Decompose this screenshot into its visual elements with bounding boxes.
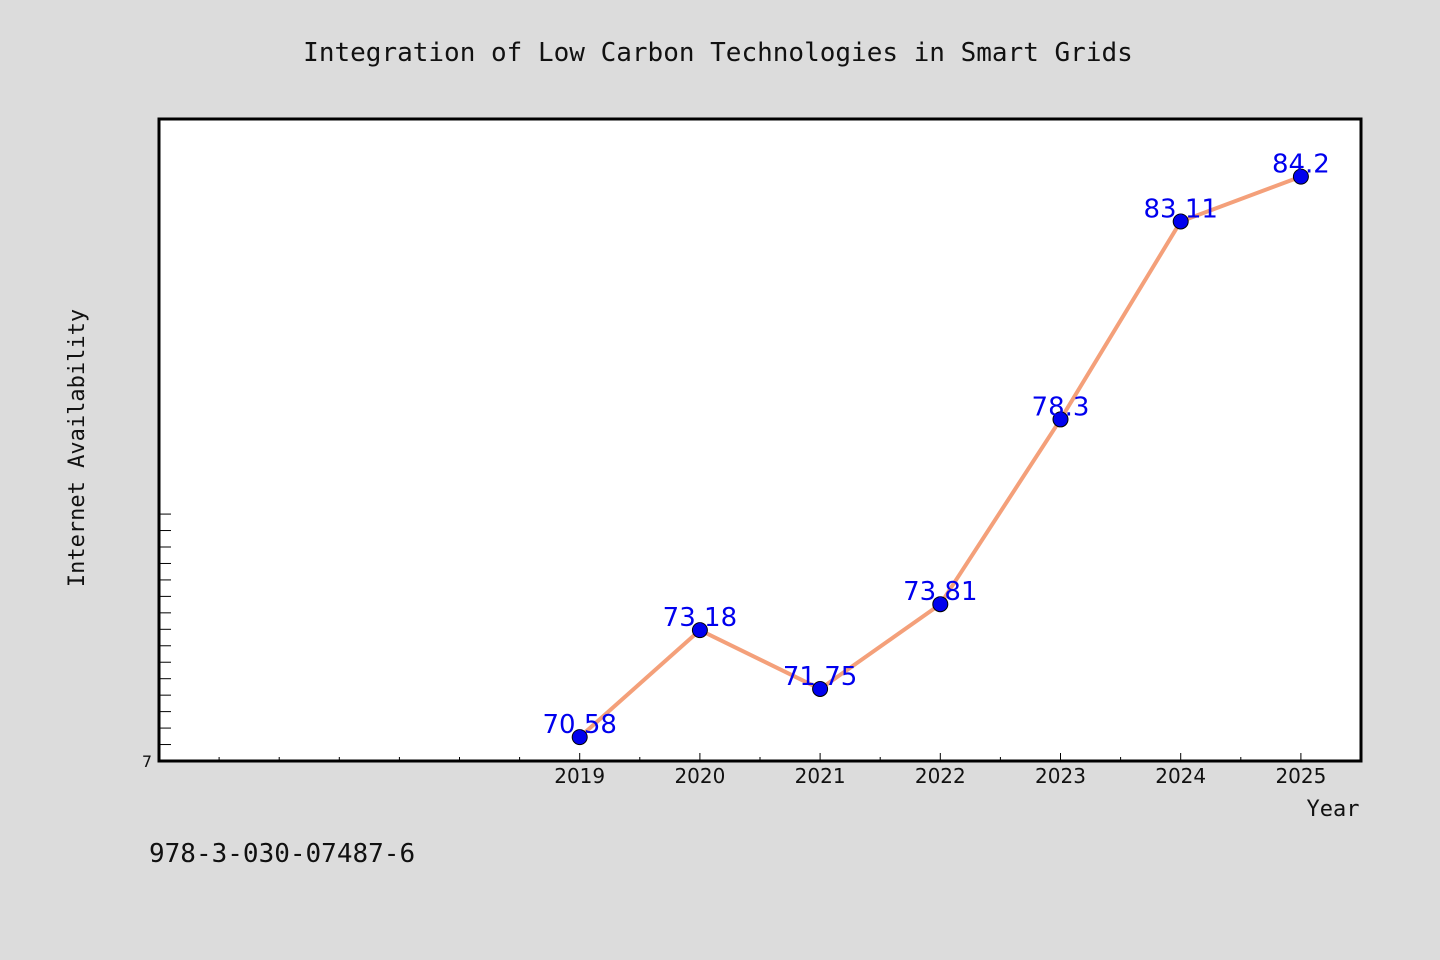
- data-point: [691, 622, 708, 639]
- x-axis-tick-labels: 2019 2020 2021 2022 2023 2024 2025: [554, 764, 1326, 788]
- data-point: [812, 680, 829, 697]
- data-point: [1172, 213, 1189, 230]
- x-tick-label: 2021: [795, 764, 846, 788]
- x-tick-label: 2019: [554, 764, 605, 788]
- y-axis-label: Internet Availability: [65, 309, 90, 587]
- data-label: 70.58: [542, 710, 616, 740]
- x-tick-label: 2022: [915, 764, 966, 788]
- isbn-footer: 978-3-030-07487-6: [149, 839, 415, 869]
- x-tick-label: 2025: [1275, 764, 1326, 788]
- y-axis-ticks: [159, 513, 171, 762]
- x-tick-label: 2020: [674, 764, 725, 788]
- x-axis-label: Year: [1307, 797, 1360, 822]
- plot-area: [157, 117, 1363, 763]
- data-point: [571, 729, 588, 746]
- data-label: 83.11: [1143, 194, 1217, 224]
- data-label: 78.3: [1032, 392, 1090, 422]
- data-point: [1292, 168, 1309, 185]
- data-label: 73.18: [663, 603, 737, 633]
- data-point: [1052, 411, 1069, 428]
- x-tick-label: 2023: [1035, 764, 1086, 788]
- y-tick-label: 7: [142, 752, 152, 771]
- x-axis-minor-ticks: [158, 753, 1362, 761]
- chart-title: Integration of Low Carbon Technologies i…: [303, 38, 1133, 68]
- data-label: 84.2: [1272, 150, 1330, 180]
- data-label: 71.75: [783, 662, 857, 692]
- data-label: 73.81: [903, 577, 977, 607]
- data-point: [932, 596, 949, 613]
- data-series: 70.58 73.18 71.75 73.81 78.3 83.11 84.2: [542, 150, 1330, 746]
- x-tick-label: 2024: [1155, 764, 1206, 788]
